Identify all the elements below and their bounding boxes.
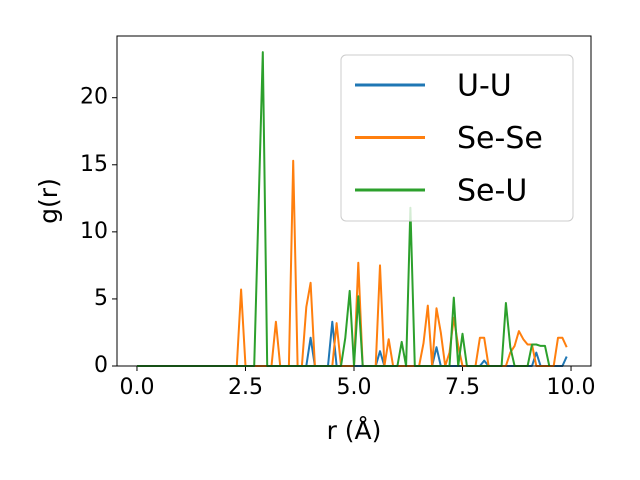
- x-tick-label: 0.0: [119, 375, 154, 400]
- legend-label: Se-Se: [457, 121, 543, 156]
- x-axis-label: r (Å): [327, 416, 382, 445]
- legend-box: [340, 54, 574, 222]
- x-tick-label: 7.5: [445, 375, 480, 400]
- y-tick-label: 0: [94, 353, 108, 378]
- x-tick-label: 2.5: [228, 375, 263, 400]
- y-axis-label: g(r): [34, 178, 63, 224]
- x-tick-label: 10.0: [547, 375, 596, 400]
- data-line: [137, 159, 568, 367]
- legend-label: U-U: [457, 69, 512, 104]
- x-tick-label: 5.0: [337, 375, 372, 400]
- y-tick-label: 15: [80, 152, 108, 177]
- y-tick-label: 10: [80, 219, 108, 244]
- y-tick-label: 20: [80, 85, 108, 110]
- y-tick-label: 5: [94, 286, 108, 311]
- plot-frame: [116, 35, 592, 367]
- legend-label: Se-U: [457, 174, 527, 209]
